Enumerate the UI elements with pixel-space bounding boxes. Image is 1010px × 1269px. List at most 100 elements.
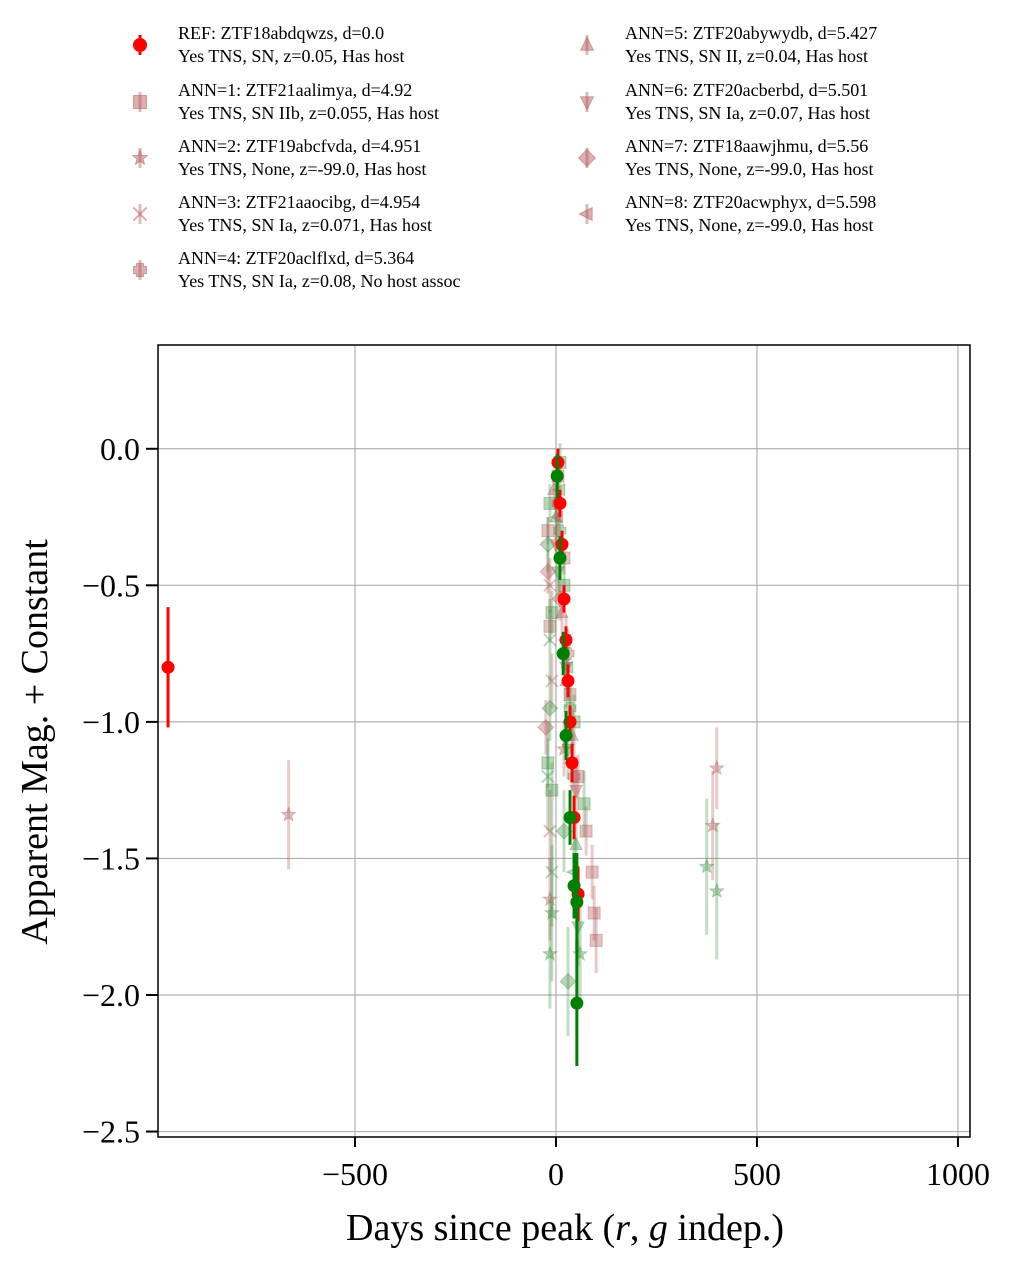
x-axis-label: Days since peak (r, g indep.) xyxy=(346,1207,784,1249)
data-point xyxy=(543,578,557,593)
y-tick-label: 0.0 xyxy=(100,431,140,467)
data-point xyxy=(541,890,559,907)
legend-entry: ANN=8: ZTF20acwphyx, d=5.598 Yes TNS, Non… xyxy=(578,192,876,235)
data-point xyxy=(579,824,593,838)
legend-sublabel: Yes TNS, SN IIb, z=0.055, Has host xyxy=(178,103,439,123)
legend-sublabel: Yes TNS, None, z=-99.0, Has host xyxy=(625,159,874,179)
data-point xyxy=(553,496,567,510)
legend-sublabel: Yes TNS, SN, z=0.05, Has host xyxy=(178,46,405,66)
data-point xyxy=(545,606,559,620)
data-point xyxy=(569,784,583,799)
legend-sublabel: Yes TNS, SN Ia, z=0.07, Has host xyxy=(625,103,870,123)
x-tick-label: −500 xyxy=(322,1156,388,1192)
y-tick-label: −2.5 xyxy=(82,1114,140,1150)
data-point xyxy=(563,810,577,824)
legend-label: REF: ZTF18abdqwzs, d=0.0 xyxy=(178,23,384,43)
legend-entry: ANN=4: ZTF20aclflxd, d=5.364 Yes TNS, SN … xyxy=(133,248,461,291)
legend-marker xyxy=(133,263,147,277)
plot-area: −500 0 500 1000 0.0 −0.5 −1.0 −1.5 −2.0 −2.5 xyxy=(82,344,990,1192)
legend-label: ANN=7: ZTF18aawjhmu, d=5.56 xyxy=(625,136,868,156)
data-point xyxy=(550,469,564,483)
data-point xyxy=(541,945,559,961)
data-point xyxy=(570,895,584,909)
legend-label: ANN=5: ZTF20abywydb, d=5.427 xyxy=(625,23,877,43)
data-point xyxy=(553,551,567,565)
legend-entry: REF: ZTF18abdqwzs, d=0.0 Yes TNS, SN, z=0… xyxy=(133,23,405,66)
legend-entry: ANN=3: ZTF21aaocibg, d=4.954 Yes TNS, SN … xyxy=(132,192,432,235)
y-axis-label: Apparent Mag. + Constant xyxy=(14,539,56,945)
legend-entry: ANN=6: ZTF20acberbd, d=5.501 Yes TNS, SN … xyxy=(579,80,870,123)
y-tick-label: −1.5 xyxy=(82,840,140,876)
data-point xyxy=(541,524,555,538)
data-point xyxy=(555,537,569,551)
data-point xyxy=(537,718,555,736)
grid xyxy=(158,345,970,1137)
legend: REF: ZTF18abdqwzs, d=0.0 Yes TNS, SN, z=0… xyxy=(131,23,877,291)
data-point xyxy=(545,674,559,688)
legend-marker xyxy=(578,206,593,222)
legend-sublabel: Yes TNS, SN Ia, z=0.071, Has host xyxy=(178,215,432,235)
legend-sublabel: Yes TNS, SN II, z=0.04, Has host xyxy=(625,46,868,66)
legend-marker xyxy=(132,206,148,222)
x-axis-ticks: −500 0 500 1000 xyxy=(322,1137,990,1192)
data-point xyxy=(587,906,601,920)
data-point xyxy=(543,904,561,921)
legend-sublabel: Yes TNS, None, z=-99.0, Has host xyxy=(625,215,874,235)
legend-entry: ANN=7: ZTF18aawjhmu, d=5.56 Yes TNS, None… xyxy=(577,136,874,179)
data-point xyxy=(708,759,725,776)
data-point xyxy=(570,996,584,1010)
data-point xyxy=(698,857,715,874)
data-point xyxy=(577,797,591,811)
y-axis-ticks: 0.0 −0.5 −1.0 −1.5 −2.0 −2.5 xyxy=(82,431,158,1150)
legend-marker xyxy=(577,148,597,168)
data-point xyxy=(539,535,557,553)
legend-marker xyxy=(133,95,147,109)
legend-label: ANN=8: ZTF20acwphyx, d=5.598 xyxy=(625,192,876,212)
data-point xyxy=(559,972,577,990)
data-point xyxy=(280,806,297,822)
legend-sublabel: Yes TNS, None, z=-99.0, Has host xyxy=(178,159,427,179)
data-point xyxy=(708,882,725,899)
legend-marker xyxy=(579,96,595,111)
legend-marker xyxy=(133,38,147,52)
data-point xyxy=(704,817,721,833)
y-tick-label: −1.0 xyxy=(82,704,140,740)
legend-sublabel: Yes TNS, SN Ia, z=0.08, No host assoc xyxy=(178,271,461,291)
legend-marker xyxy=(131,148,149,166)
legend-entry: ANN=5: ZTF20abywydb, d=5.427 Yes TNS, SN … xyxy=(579,23,877,66)
legend-label: ANN=6: ZTF20acberbd, d=5.501 xyxy=(625,80,868,100)
legend-entry: ANN=2: ZTF19abcfvda, d=4.951 Yes TNS, Non… xyxy=(131,136,427,179)
data-point xyxy=(545,865,559,879)
y-tick-label: −0.5 xyxy=(82,567,140,603)
x-tick-label: 0 xyxy=(548,1156,564,1192)
data-point xyxy=(541,769,555,784)
data-point xyxy=(555,740,573,757)
legend-label: ANN=4: ZTF20aclflxd, d=5.364 xyxy=(178,248,414,268)
legend-label: ANN=3: ZTF21aaocibg, d=4.954 xyxy=(178,192,420,212)
data-points xyxy=(161,443,725,1066)
series-x xyxy=(541,558,559,927)
y-tick-label: −2.0 xyxy=(82,977,140,1013)
data-point xyxy=(541,756,555,770)
data-point xyxy=(543,824,557,838)
data-point xyxy=(557,592,571,606)
data-point xyxy=(585,865,599,879)
data-point xyxy=(589,933,603,947)
series-circle-ref xyxy=(161,448,585,1066)
data-point xyxy=(545,783,559,797)
data-point xyxy=(543,619,557,633)
legend-marker xyxy=(579,36,595,51)
data-point xyxy=(571,945,589,961)
legend-label: ANN=1: ZTF21aalimya, d=4.92 xyxy=(178,80,412,100)
data-point xyxy=(565,756,579,770)
x-tick-label: 1000 xyxy=(926,1156,990,1192)
data-point xyxy=(541,699,559,717)
legend-label: ANN=2: ZTF19abcfvda, d=4.951 xyxy=(178,136,421,156)
series-star xyxy=(280,721,725,1009)
data-point xyxy=(559,729,573,743)
data-point xyxy=(543,633,557,647)
data-point xyxy=(556,647,570,661)
x-tick-label: 500 xyxy=(733,1156,781,1192)
data-point xyxy=(569,836,583,851)
